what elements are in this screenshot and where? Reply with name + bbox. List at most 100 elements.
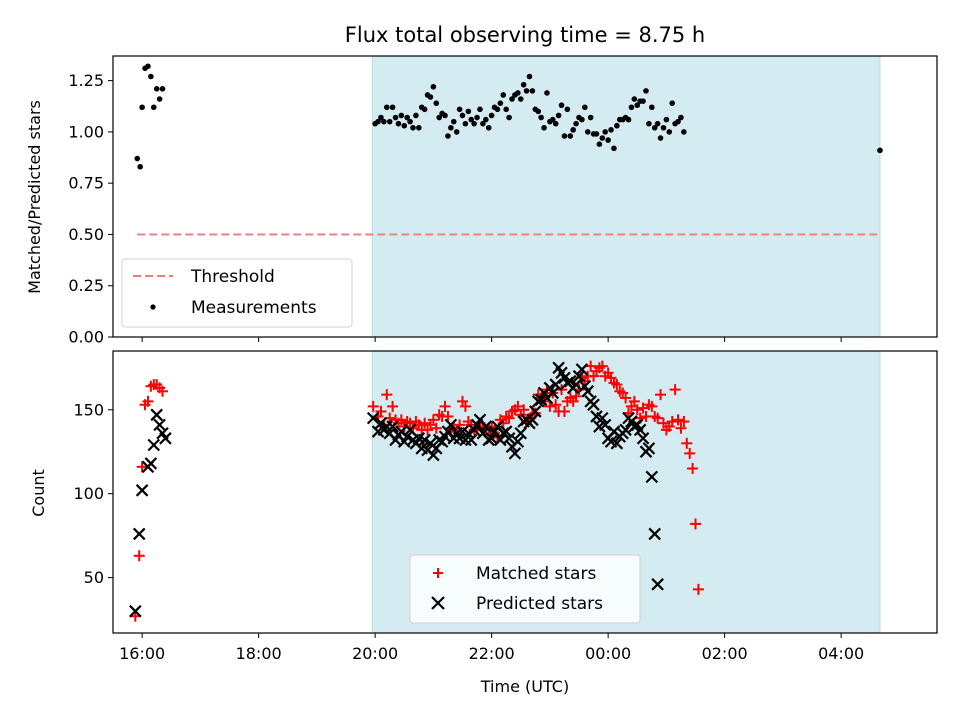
predicted-star-point [366,411,380,425]
predicted-star-point [645,470,659,484]
measurement-point [137,163,143,170]
matched-star-point [669,384,681,396]
measurement-point [646,120,652,127]
measurement-point [538,114,544,121]
predicted-star-point [150,408,163,422]
count-xtick-label: 04:00 [818,644,864,663]
predicted-star-point [563,374,577,388]
measurement-point [561,133,568,139]
measurement-point [383,104,390,111]
predicted-star-point [581,385,595,398]
legend-matched-swatch [433,568,443,578]
measurement-point [529,88,536,94]
measurement-point [515,90,521,96]
predicted-star-point [153,418,166,432]
legend-measurements-swatch [150,304,156,310]
measurement-point [436,114,443,121]
measurement-point [654,120,661,127]
matched-star-point [678,416,690,427]
ratio-y-label: Matched/Predicted stars [25,100,44,294]
measurement-point [564,106,571,113]
measurement-point [465,108,472,115]
measurement-point [485,124,492,131]
legend-threshold-label: Threshold [190,267,275,287]
measurement-point [416,124,422,131]
ratio-ytick-label: 0.75 [68,174,104,193]
measurement-point [150,104,157,111]
measurement-point [398,112,405,119]
measurement-point [582,104,588,111]
predicted-star-point [129,604,142,618]
measurement-point [413,112,419,119]
predicted-star-point [499,425,513,438]
measurement-point [468,116,475,123]
predicted-star-point [526,413,539,427]
measurement-point [544,90,550,96]
predicted-star-point [596,411,609,425]
measurement-point [584,129,591,135]
matched-star-point [427,414,439,426]
matched-star-point [646,400,658,412]
measurement-point [681,129,687,135]
predicted-star-point [549,378,562,391]
matched-star-point [655,389,667,401]
measurement-point [480,120,486,127]
ratio-y-axis: 0.00 0.25 0.50 0.75 1.00 1.25 [68,71,113,347]
measurement-point [608,127,614,133]
count-xtick-label: 18:00 [236,644,282,663]
measurement-point [488,112,495,119]
matched-star-point [570,390,582,402]
measurement-point [640,98,646,104]
matched-star-point [442,410,454,422]
predicted-star-point [633,423,647,437]
predicted-star-point [508,447,522,460]
measurement-point [611,145,617,152]
predicted-star-point [418,433,431,447]
measurement-point [395,120,402,127]
count-y-axis: 50 100 150 [73,400,113,587]
measurement-point [666,129,673,135]
matched-star-point [381,389,393,401]
matched-star-point [681,437,693,449]
matched-star-point [518,404,530,416]
measurement-point [462,120,469,127]
predicted-star-point [427,448,440,462]
measurement-point [139,104,145,111]
measurement-point [573,120,579,127]
measurement-point [675,118,681,125]
ratio-legend: Threshold Measurements [121,258,353,328]
matched-star-point [544,400,556,412]
matched-star-point [657,417,669,429]
measurement-point [558,102,565,109]
measurement-point [678,114,684,121]
measurement-point [509,96,515,102]
matched-star-point [387,400,399,412]
matched-star-point [675,422,687,434]
measurement-point [520,81,527,88]
measurement-point [552,120,559,127]
measurement-point [477,106,483,113]
measurement-point [145,63,151,70]
measurement-point [663,116,670,123]
measurement-point [523,88,530,94]
measurement-point [643,88,649,94]
measurement-point [134,155,141,162]
measurement-point [497,100,504,106]
matched-star-point [628,395,640,407]
measurement-point [153,86,160,92]
predicted-star-point [572,369,586,383]
time-x-label: Time (UTC) [480,677,569,696]
ratio-ytick-label: 1.00 [68,122,104,141]
measurement-point [628,104,635,111]
count-xtick-label: 20:00 [352,644,398,663]
predicted-star-point [464,433,478,447]
predicted-star-point [610,437,624,450]
measurement-point [506,114,512,121]
matched-star-point [672,414,684,426]
measurement-point [421,106,428,113]
measurement-point [494,106,501,113]
measurement-point [541,124,547,131]
predicted-star-point [374,416,388,430]
matched-star-point [136,461,148,473]
